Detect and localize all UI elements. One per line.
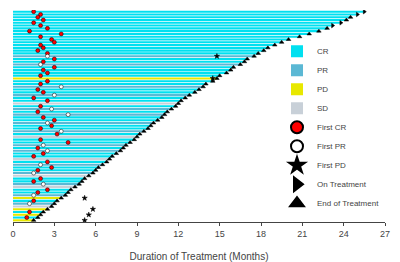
svg-text:0: 0 (10, 229, 15, 239)
svg-text:15: 15 (215, 229, 225, 239)
svg-text:First CR: First CR (317, 123, 347, 132)
svg-text:On Treatment: On Treatment (317, 180, 367, 189)
svg-text:End of Treatment: End of Treatment (317, 199, 379, 208)
svg-text:9: 9 (134, 229, 139, 239)
svg-text:6: 6 (93, 229, 98, 239)
svg-text:3: 3 (52, 229, 57, 239)
svg-text:Duration of Treatment (Months): Duration of Treatment (Months) (130, 251, 269, 262)
svg-text:27: 27 (380, 229, 390, 239)
svg-text:24: 24 (339, 229, 349, 239)
svg-text:18: 18 (256, 229, 266, 239)
svg-text:SD: SD (317, 104, 328, 113)
svg-text:First PD: First PD (317, 161, 346, 170)
svg-text:CR: CR (317, 47, 329, 56)
svg-text:First PR: First PR (317, 142, 346, 151)
svg-text:21: 21 (297, 229, 307, 239)
svg-text:PD: PD (317, 85, 328, 94)
svg-text:PR: PR (317, 66, 328, 75)
svg-text:12: 12 (173, 229, 183, 239)
